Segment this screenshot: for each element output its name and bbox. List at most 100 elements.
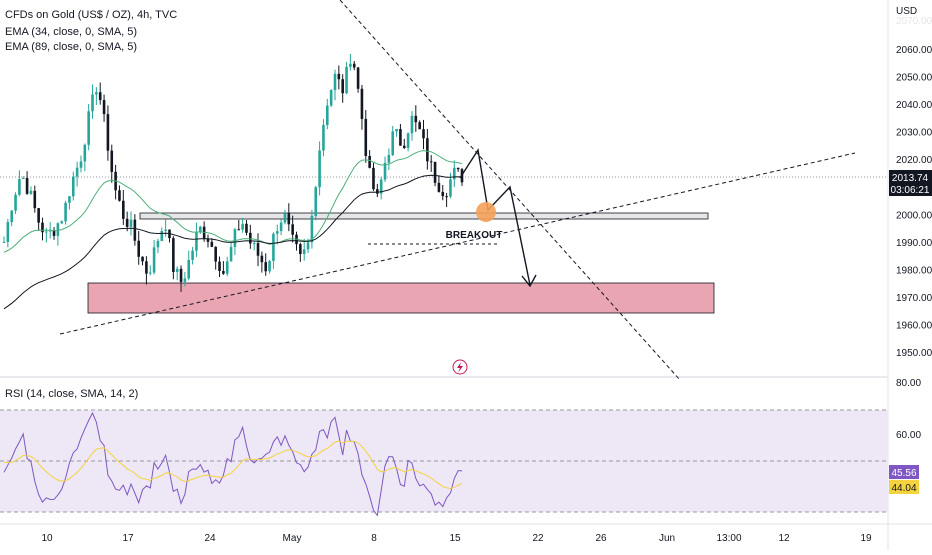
candle-body [279, 222, 283, 232]
candle-body [445, 196, 448, 198]
price-axis[interactable]: 2060.002050.002040.002030.002020.002010.… [896, 45, 932, 359]
currency-label: USD [896, 6, 917, 17]
breakout-point-marker [476, 202, 496, 222]
candle-body [272, 233, 275, 261]
candle-body [21, 178, 25, 180]
candle-body [329, 90, 333, 106]
candle-body [41, 222, 44, 233]
price-tick: 2060.00 [896, 45, 932, 56]
candle-body [225, 261, 229, 274]
candle-body [264, 262, 268, 272]
candle-body [183, 278, 187, 282]
candle-body [352, 63, 356, 68]
candle-body [249, 232, 252, 244]
projection-arrowhead [521, 274, 537, 288]
candle-body [175, 268, 179, 273]
date-tick: 10 [41, 533, 53, 544]
candle-body [456, 167, 460, 170]
ema-89-legend[interactable]: EMA (89, close, 0, SMA, 5) [5, 41, 137, 53]
candle-body [426, 138, 429, 162]
candle-body [18, 178, 21, 195]
candle-body [379, 179, 383, 194]
rsi-line [3, 411, 463, 517]
demand-zone [87, 282, 715, 314]
last-price-value: 2013.74 [892, 173, 929, 184]
candle-body [422, 129, 425, 139]
candle-body [318, 150, 321, 188]
candle-body [145, 261, 148, 274]
rsi-value-badge [889, 465, 919, 479]
candle-body [410, 115, 414, 134]
candle-body [160, 230, 164, 241]
candle-body [129, 219, 133, 227]
candle-body [122, 200, 125, 219]
time-axis[interactable]: 10 17 24 May 8 15 22 26 Jun 13:00 12 19 [41, 533, 872, 544]
date-tick: 22 [532, 533, 544, 544]
date-tick: Jun [659, 533, 675, 544]
date-tick: 12 [778, 533, 790, 544]
price-tick: 2050.00 [896, 73, 932, 84]
candle-body [437, 182, 441, 192]
candle-body [299, 244, 302, 255]
rsi-legend[interactable]: RSI (14, close, SMA, 14, 2) [5, 388, 138, 400]
candle-body [345, 66, 348, 94]
candle-body [306, 242, 310, 250]
candle-body [260, 255, 264, 263]
candle-body [256, 243, 260, 256]
date-tick: 24 [204, 533, 216, 544]
candle-body [222, 271, 225, 274]
candle-body [418, 122, 421, 130]
price-tick: 1970.00 [896, 293, 932, 304]
price-tick: 2020.00 [896, 155, 932, 166]
candle-body [148, 272, 152, 274]
candle-body [98, 92, 102, 101]
symbol-title[interactable]: CFDs on Gold (US$ / OZ), 4h, TVC [5, 9, 177, 21]
candle-body [25, 178, 29, 194]
candle-body [287, 213, 291, 225]
lightning-icon[interactable] [452, 359, 468, 375]
candle-body [156, 240, 160, 248]
rsi-ma-value: 44.04 [891, 483, 916, 494]
candle-body [91, 94, 94, 112]
candle-body [106, 114, 110, 151]
candle-body [406, 133, 410, 148]
candle-body [133, 219, 137, 241]
ema-34-legend[interactable]: EMA (34, close, 0, SMA, 5) [5, 26, 137, 38]
price-tick: 2040.00 [896, 100, 932, 111]
candle-body [453, 167, 456, 180]
ema-34-line [3, 150, 463, 253]
candle-body [372, 167, 375, 190]
candle-body [383, 162, 387, 180]
candle-body [441, 191, 445, 197]
candle-body [414, 115, 418, 123]
breakout-label: BREAKOUT [446, 230, 503, 241]
candle-body [2, 241, 6, 243]
candle-body [52, 230, 56, 236]
candle-body [33, 190, 37, 209]
candle-body [198, 226, 202, 233]
last-price-badge [889, 170, 932, 196]
candle-body [102, 100, 106, 115]
candle-body [164, 229, 167, 231]
candle-body [349, 63, 352, 67]
candle-countdown: 03:06:21 [891, 185, 930, 196]
price-tick: 2030.00 [896, 128, 932, 139]
candle-body [191, 250, 194, 260]
candle-body [10, 210, 13, 223]
candle-body [314, 187, 318, 216]
support-zone [139, 212, 709, 220]
candle-body [79, 161, 83, 168]
price-tick: 1990.00 [896, 238, 932, 249]
date-tick: 19 [860, 533, 872, 544]
candle-body [283, 213, 287, 223]
candle-body [118, 190, 121, 201]
candle-body [187, 259, 191, 279]
candle-body [179, 268, 183, 282]
candle-body [325, 105, 329, 125]
candle-body [83, 144, 87, 162]
candle-body [268, 260, 271, 272]
rsi-tick-60: 60.00 [896, 430, 921, 441]
candle-body [75, 167, 79, 177]
